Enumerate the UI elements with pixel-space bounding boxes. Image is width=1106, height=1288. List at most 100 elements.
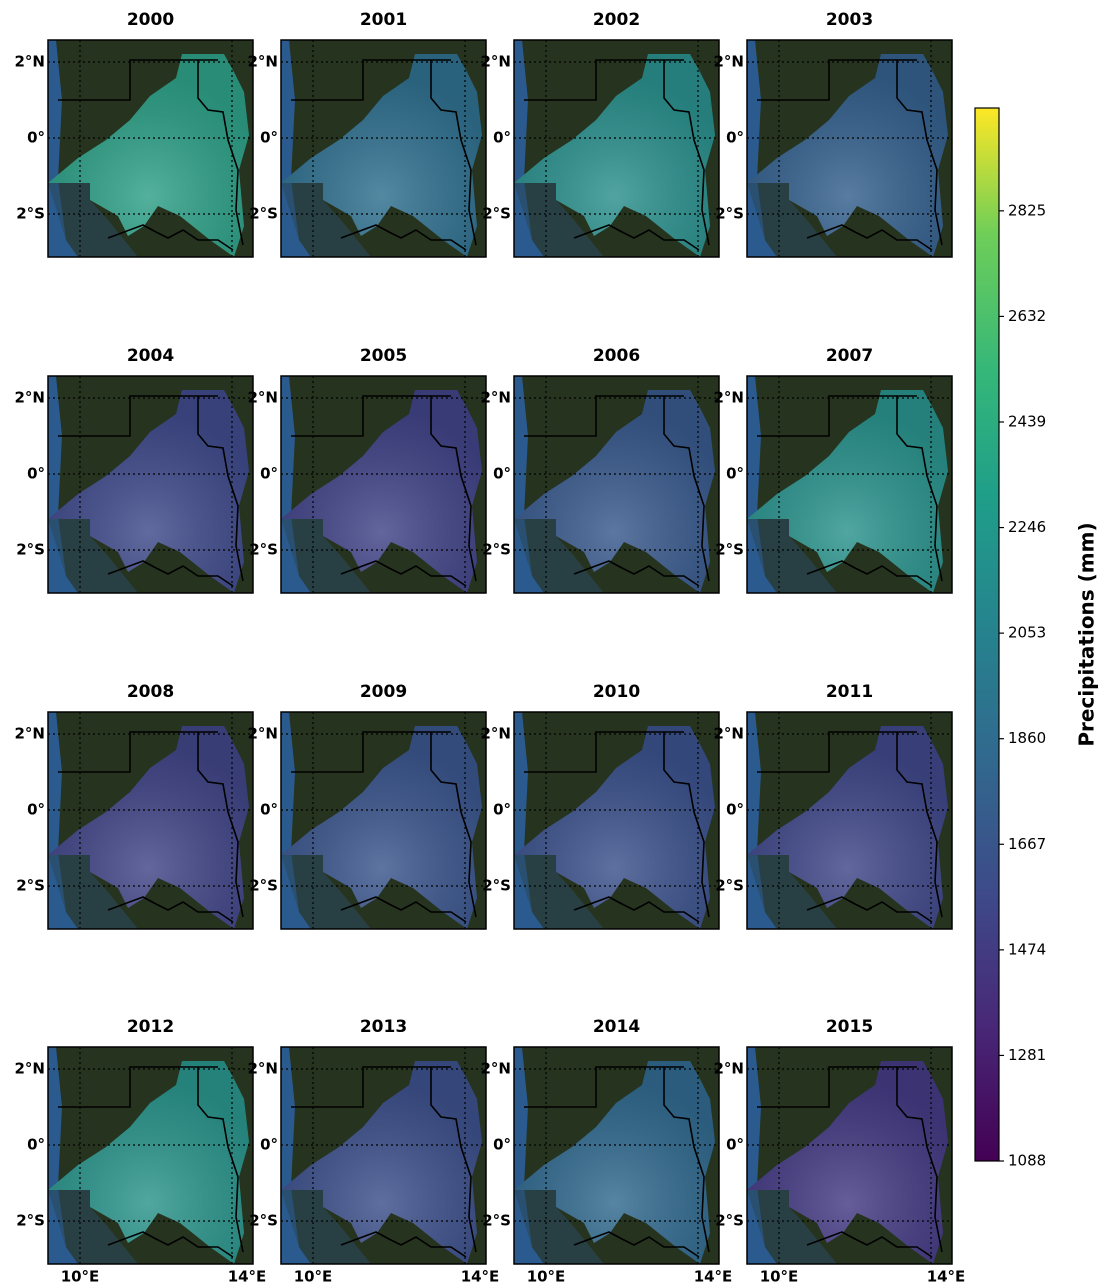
lon-tick-label: 10°E	[527, 1268, 566, 1286]
lat-tick-label: 2°N	[481, 53, 512, 71]
lat-tick-label: 2°S	[16, 1212, 45, 1230]
colorbar-tick-label: 1860	[1008, 729, 1046, 747]
ocean-gulf	[514, 855, 604, 929]
lon-tick-label: 14°E	[694, 1268, 733, 1286]
panel-frame	[746, 1046, 953, 1265]
colorbar-tick-label: 2825	[1008, 201, 1046, 219]
lat-tick-label: 2°N	[714, 725, 745, 743]
panel-frame	[280, 1046, 487, 1265]
lat-tick-label: 2°S	[715, 541, 744, 559]
precipitation-shading	[747, 726, 948, 929]
lat-tick-label: 2°S	[249, 1212, 278, 1230]
panel-frame	[746, 375, 953, 594]
panel-title: 2013	[360, 1017, 407, 1037]
border-line	[757, 59, 943, 251]
lat-tick-label: 2°N	[714, 1060, 745, 1078]
border-line	[757, 1066, 943, 1258]
lat-tick-label: 2°N	[248, 725, 279, 743]
precipitation-shading	[747, 1061, 948, 1264]
map-panel: 2005 2°N 0° 2°S	[248, 346, 487, 594]
lat-tick-label: 2°S	[715, 205, 744, 223]
panel-frame	[513, 375, 720, 594]
panel-frame	[746, 39, 953, 258]
panel-frame	[513, 1046, 720, 1265]
precipitation-shading	[514, 54, 715, 257]
map-panel: 2003 2°N 0° 2°S	[714, 10, 953, 258]
lon-tick-label: 10°E	[760, 1268, 799, 1286]
border-line	[524, 59, 710, 251]
lat-tick-label: 2°N	[15, 53, 46, 71]
ocean-gulf	[747, 855, 837, 929]
lat-tick-label: 2°S	[16, 877, 45, 895]
ocean-gulf	[281, 1190, 371, 1264]
ocean-gulf	[514, 1190, 604, 1264]
lat-tick-label: 2°S	[715, 877, 744, 895]
ocean-gulf	[747, 183, 837, 257]
lat-tick-label: 0°	[726, 1136, 744, 1154]
precipitation-shading	[281, 1061, 482, 1264]
border-line	[524, 731, 710, 923]
colorbar-tick-label: 2632	[1008, 307, 1046, 325]
lat-tick-label: 2°N	[248, 389, 279, 407]
ocean-gulf	[747, 519, 837, 593]
border-line	[291, 395, 477, 587]
lat-tick-label: 2°S	[482, 541, 511, 559]
panel-frame	[280, 375, 487, 594]
lat-tick-label: 2°S	[482, 877, 511, 895]
lat-tick-label: 0°	[726, 465, 744, 483]
lat-tick-label: 2°N	[15, 1060, 46, 1078]
ocean-gulf	[48, 1190, 138, 1264]
border-line	[524, 1066, 710, 1258]
lat-tick-label: 0°	[260, 465, 278, 483]
panel-frame	[746, 711, 953, 930]
map-panel: 2010 2°N 0° 2°S	[481, 682, 720, 930]
lat-tick-label: 0°	[726, 129, 744, 147]
colorbar-tick-label: 2439	[1008, 412, 1046, 430]
lon-tick-label: 14°E	[228, 1268, 267, 1286]
ocean-gulf	[514, 183, 604, 257]
precipitation-shading	[48, 726, 249, 929]
colorbar-tick-label: 1088	[1008, 1152, 1046, 1170]
precipitation-shading	[281, 54, 482, 257]
ocean-gulf	[48, 855, 138, 929]
lat-tick-label: 0°	[493, 465, 511, 483]
colorbar-tick-label: 2053	[1008, 624, 1046, 642]
precipitation-shading	[514, 390, 715, 593]
lat-tick-label: 2°N	[481, 725, 512, 743]
map-panel: 2001 2°N 0° 2°S	[248, 10, 487, 258]
map-panel: 2006 2°N 0° 2°S	[481, 346, 720, 594]
panel-title: 2001	[360, 10, 407, 30]
colorbar	[974, 107, 1000, 1162]
lat-tick-label: 2°S	[715, 1212, 744, 1230]
panel-frame	[47, 39, 254, 258]
ocean-gulf	[747, 1190, 837, 1264]
panel-title: 2008	[127, 682, 174, 702]
ocean-gulf	[281, 519, 371, 593]
lat-tick-label: 2°N	[714, 53, 745, 71]
panel-title: 2011	[826, 682, 873, 702]
map-panel: 2007 2°N 0° 2°S	[714, 346, 953, 594]
lat-tick-label: 2°S	[249, 877, 278, 895]
panel-title: 2005	[360, 346, 407, 366]
panel-title: 2003	[826, 10, 873, 30]
map-panel: 2002 2°N 0° 2°S	[481, 10, 720, 258]
lat-tick-label: 2°N	[481, 389, 512, 407]
precipitation-shading	[48, 54, 249, 257]
panel-title: 2000	[127, 10, 174, 30]
lat-tick-label: 2°N	[248, 53, 279, 71]
border-line	[291, 1066, 477, 1258]
lat-tick-label: 0°	[260, 801, 278, 819]
border-line	[58, 59, 244, 251]
lat-tick-label: 2°N	[481, 1060, 512, 1078]
map-panel: 2011 2°N 0° 2°S	[714, 682, 953, 930]
lat-tick-label: 0°	[27, 1136, 45, 1154]
panel-title: 2007	[826, 346, 873, 366]
lat-tick-label: 0°	[493, 801, 511, 819]
panel-title: 2009	[360, 682, 407, 702]
lon-tick-label: 14°E	[927, 1268, 966, 1286]
lat-tick-label: 0°	[260, 129, 278, 147]
lon-tick-label: 10°E	[294, 1268, 333, 1286]
border-line	[58, 731, 244, 923]
colorbar-label: Precipitations (mm)	[1075, 522, 1099, 746]
lat-tick-label: 2°S	[16, 205, 45, 223]
